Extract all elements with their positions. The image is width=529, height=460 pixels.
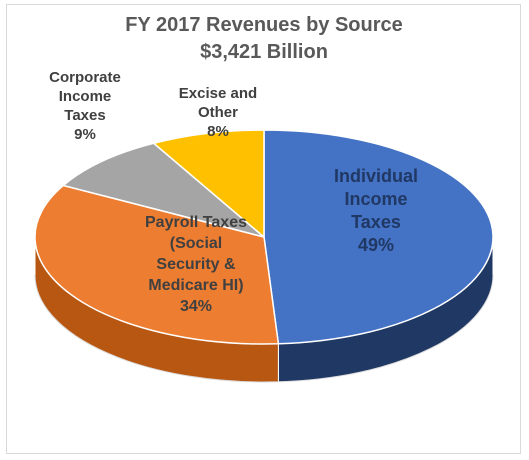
chart-title-line-2: $3,421 Billion (200, 41, 328, 63)
pie-label-corporate-income-taxes: Corporate Income Taxes 9% (49, 69, 121, 143)
pie-label-excise-and-other: Excise and Other 8% (179, 85, 257, 140)
pie-label-payroll-taxes: Payroll Taxes (Social Security & Medicare H… (145, 214, 247, 315)
pie-bottom-rim (34, 274, 494, 383)
pie-slice-excise-and-other (152, 129, 265, 239)
pie-slice-individual-income-taxes (263, 129, 494, 345)
pie-top-group (34, 129, 494, 345)
pie-label-individual-income-taxes: Individual Income Taxes 49% (334, 166, 418, 255)
pie-labels-group: Individual Income Taxes 49% Payroll Taxes (So… (49, 69, 418, 315)
pie-slice-corporate-income-taxes (61, 142, 265, 238)
chart-title-line-1: FY 2017 Revenues by Source (125, 14, 403, 36)
